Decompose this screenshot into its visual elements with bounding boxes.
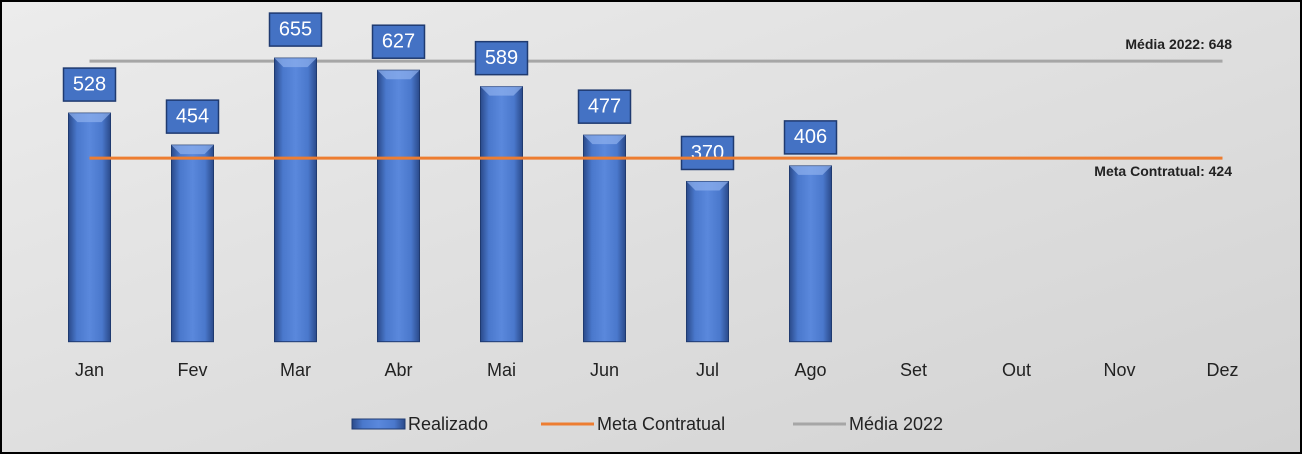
bar <box>789 165 832 343</box>
data-label: 477 <box>588 95 621 117</box>
bar <box>68 112 111 343</box>
annotation: Média 2022: 648 <box>1125 36 1232 52</box>
data-label-box <box>165 99 220 134</box>
x-tick-label: Jul <box>696 360 719 380</box>
data-label-box <box>62 67 117 102</box>
data-label: 528 <box>73 73 106 95</box>
data-label-box <box>371 24 426 59</box>
x-tick-label: Ago <box>794 360 826 380</box>
x-tick-label: Fev <box>177 360 207 380</box>
annotation: Meta Contratual: 424 <box>1094 163 1232 179</box>
x-tick-label: Set <box>900 360 927 380</box>
x-tick-label: Nov <box>1103 360 1135 380</box>
bar-bevel <box>377 70 420 80</box>
bar <box>686 180 729 343</box>
data-label-box <box>783 120 838 155</box>
data-label: 589 <box>485 47 518 69</box>
data-label: 454 <box>176 105 209 127</box>
x-tick-label: Mar <box>280 360 311 380</box>
bar-bevel <box>480 86 523 96</box>
data-label: 370 <box>691 142 724 164</box>
data-label: 655 <box>279 18 312 40</box>
bar-bevel <box>686 181 729 191</box>
bar <box>583 134 626 343</box>
bar-bevel <box>274 58 317 68</box>
legend-label: Meta Contratual <box>597 414 725 434</box>
data-label: 406 <box>794 126 827 148</box>
bar-bevel <box>68 113 111 123</box>
bar-bevel <box>583 135 626 145</box>
x-tick-label: Dez <box>1206 360 1238 380</box>
data-label-box <box>680 135 735 171</box>
x-tick-label: Out <box>1002 360 1031 380</box>
x-tick-label: Jun <box>590 360 619 380</box>
data-label-box <box>268 12 323 47</box>
bar <box>377 69 420 343</box>
bar <box>274 57 317 343</box>
legend-label: Realizado <box>408 414 488 434</box>
bar-bevel <box>171 145 214 155</box>
legend-label: Média 2022 <box>849 414 943 434</box>
bar-bevel <box>789 165 832 175</box>
bar <box>171 144 214 343</box>
x-tick-label: Mai <box>487 360 516 380</box>
data-label-box <box>474 40 529 76</box>
x-tick-label: Abr <box>384 360 412 380</box>
legend-swatch <box>351 418 406 430</box>
bar <box>480 86 523 343</box>
x-tick-label: Jan <box>75 360 104 380</box>
data-label-box <box>577 89 632 124</box>
data-label: 627 <box>382 30 415 52</box>
